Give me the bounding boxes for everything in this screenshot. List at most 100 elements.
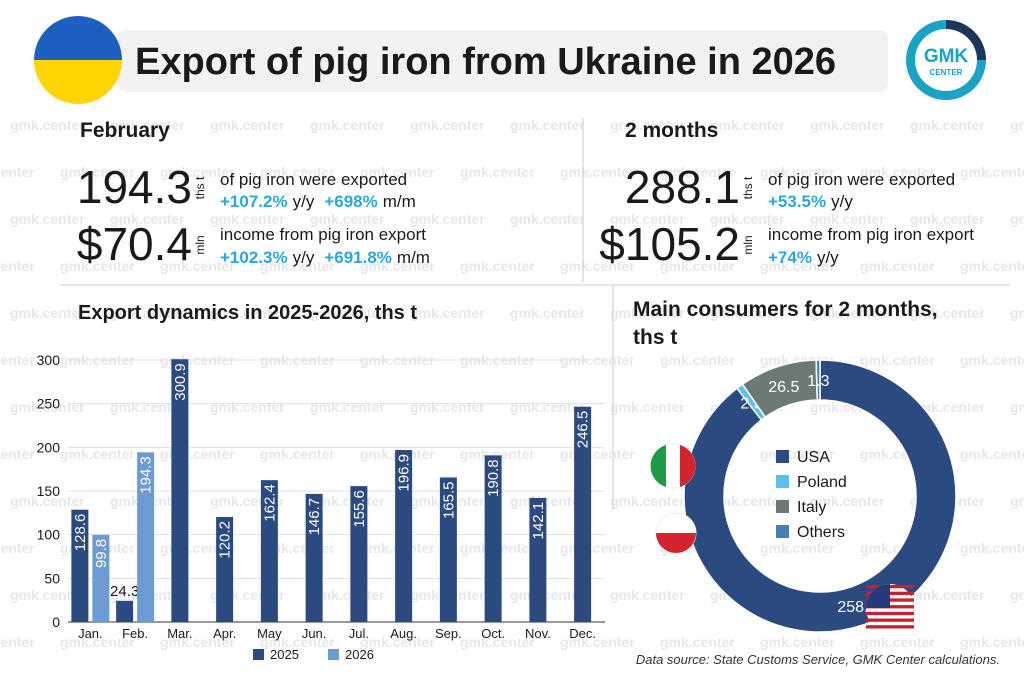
- bar: [305, 493, 323, 622]
- watermark: gmk.center: [860, 164, 935, 180]
- legend-swatch: [776, 525, 789, 538]
- flag-stripe: [866, 625, 914, 629]
- watermark: gmk.center: [610, 117, 685, 133]
- unit: ths t: [193, 176, 207, 199]
- block-label: February: [80, 119, 170, 142]
- value-label: 165.5: [440, 481, 457, 519]
- watermark: gmk.center: [510, 117, 585, 133]
- x-tick-label: Apr.: [213, 626, 236, 641]
- change-line: +102.3% y/y +691.8% m/m: [220, 248, 430, 267]
- watermark: gmk.center: [110, 117, 185, 133]
- legend-label: USA: [797, 449, 830, 466]
- logo-sub: CENTER: [930, 68, 963, 77]
- flag-usa: [866, 584, 914, 632]
- watermark: gmk.center: [560, 258, 635, 274]
- watermark: gmk.center: [610, 587, 685, 603]
- watermark: gmk.center: [10, 587, 85, 603]
- watermark: gmk.center: [760, 164, 835, 180]
- watermark: gmk.center: [960, 540, 1024, 556]
- value-label: 246.5: [575, 411, 592, 449]
- watermark: gmk.center: [10, 399, 85, 415]
- big-number: 288.1: [625, 161, 740, 213]
- y-tick-label: 250: [37, 396, 61, 412]
- legend-swatch: [776, 500, 789, 513]
- flag-stripe: [866, 618, 914, 622]
- bar: [574, 406, 592, 622]
- watermark: gmk.center: [810, 211, 885, 227]
- value-label: 146.7: [306, 498, 323, 536]
- bar: [439, 477, 457, 622]
- watermark: gmk.center: [10, 305, 85, 321]
- x-tick-label: Oct.: [481, 626, 505, 641]
- watermark: gmk.center: [1010, 211, 1024, 227]
- watermark: gmk.center: [10, 117, 85, 133]
- watermark: gmk.center: [710, 117, 785, 133]
- watermark: gmk.center: [610, 211, 685, 227]
- watermark: gmk.center: [810, 305, 885, 321]
- watermark: gmk.center: [910, 305, 985, 321]
- watermark: gmk.center: [0, 540, 35, 556]
- watermark: gmk.center: [760, 540, 835, 556]
- flag-italy: [650, 443, 696, 489]
- watermark: gmk.center: [810, 117, 885, 133]
- change-unit: m/m: [383, 192, 416, 211]
- y-tick-label: 200: [37, 439, 61, 455]
- watermark: gmk.center: [660, 634, 735, 650]
- change-line: +74% y/y: [768, 248, 839, 267]
- x-tick-label: Aug.: [390, 626, 417, 641]
- watermark: gmk.center: [610, 305, 685, 321]
- watermark: gmk.center: [260, 446, 335, 462]
- stat-text: of pig iron were exported: [768, 170, 955, 189]
- donut-slice: [815, 359, 821, 401]
- watermark: gmk.center: [110, 211, 185, 227]
- watermark: gmk.center: [10, 493, 85, 509]
- watermark: gmk.center: [210, 305, 285, 321]
- big-number: 194.3: [77, 161, 192, 213]
- watermark: gmk.center: [510, 493, 585, 509]
- watermark: gmk.center: [60, 164, 135, 180]
- bar: [350, 486, 368, 622]
- watermark: gmk.center: [160, 634, 235, 650]
- watermark: gmk.center: [660, 258, 735, 274]
- flag-part: [866, 584, 890, 608]
- watermark: gmk.center: [810, 493, 885, 509]
- watermark: gmk.center: [410, 305, 485, 321]
- watermark: gmk.center: [710, 211, 785, 227]
- watermark: gmk.center: [860, 352, 935, 368]
- x-tick-label: Mar.: [167, 626, 192, 641]
- x-tick-label: Sep.: [435, 626, 462, 641]
- watermark: gmk.center: [710, 305, 785, 321]
- watermark: gmk.center: [960, 164, 1024, 180]
- legend-label: Italy: [797, 499, 826, 516]
- bar: [92, 534, 110, 622]
- chart-title-box: Main consumers for 2 months, ths t: [633, 298, 938, 349]
- big-number: $105.2: [599, 218, 740, 270]
- x-tick-label: Jan.: [78, 626, 103, 641]
- watermark: gmk.center: [610, 399, 685, 415]
- change-unit: y/y: [817, 248, 839, 267]
- change-value: +74%: [768, 248, 812, 267]
- watermark: gmk.center: [310, 117, 385, 133]
- bar: [71, 509, 89, 622]
- title: Export of pig iron from Ukraine in 2026: [135, 41, 836, 83]
- watermark: gmk.center: [510, 587, 585, 603]
- watermark: gmk.center: [60, 446, 135, 462]
- legend-label: 2025: [270, 647, 299, 662]
- change-value: +698%: [324, 192, 377, 211]
- watermark: gmk.center: [560, 634, 635, 650]
- watermark: gmk.center: [1010, 305, 1024, 321]
- watermark: gmk.center: [1010, 117, 1024, 133]
- x-tick-label: May: [257, 626, 282, 641]
- watermark: gmk.center: [310, 305, 385, 321]
- flag-part: [650, 445, 666, 487]
- watermark: gmk.center: [660, 352, 735, 368]
- watermark: gmk.center: [410, 211, 485, 227]
- watermark: gmk.center: [960, 352, 1024, 368]
- watermark: gmk.center: [160, 258, 235, 274]
- watermark: gmk.center: [760, 634, 835, 650]
- value-label: 162.4: [261, 484, 278, 522]
- y-tick-label: 100: [37, 527, 61, 543]
- watermark: gmk.center: [310, 399, 385, 415]
- watermark: gmk.center: [560, 446, 635, 462]
